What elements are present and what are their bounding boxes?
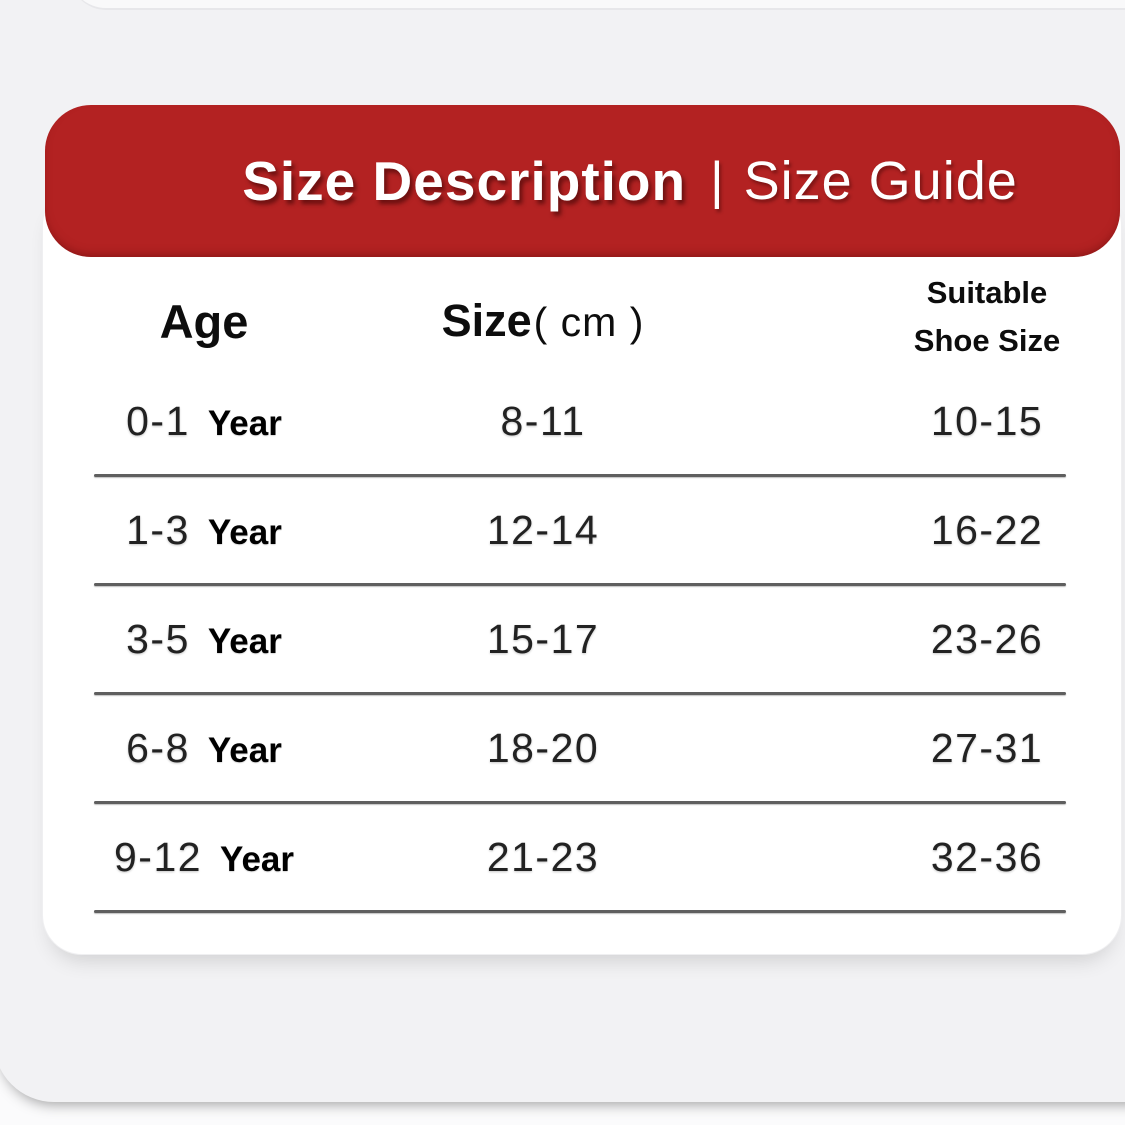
header-shoe-size-text: Suitable Shoe Size (914, 269, 1060, 365)
shoe-cell: 10-15 (721, 398, 1123, 445)
size-cell: 8-11 (365, 398, 721, 445)
header-age: Age (43, 276, 365, 349)
age-range: 3-5 (126, 615, 190, 662)
shoe-cell: 32-36 (721, 834, 1123, 881)
row-divider (94, 910, 1066, 913)
size-value: 18-20 (486, 724, 600, 771)
header-age-label: Age (159, 294, 249, 348)
age-cell: 9-12 Year (43, 834, 365, 881)
size-guide-banner: Size Description | Size Guide (45, 105, 1120, 257)
row-divider (94, 692, 1066, 695)
header-size: Size( cm ) (365, 277, 721, 347)
row-divider (94, 474, 1066, 477)
size-value: 15-17 (486, 615, 600, 662)
row-divider (94, 801, 1066, 804)
shoe-value: 16-22 (930, 506, 1044, 553)
age-unit: Year (207, 403, 282, 443)
table-row: 1-3 Year 12-14 16-22 (43, 477, 1123, 583)
table-row: 0-1 Year 8-11 10-15 (43, 368, 1123, 474)
size-value: 21-23 (486, 833, 600, 880)
size-cell: 18-20 (365, 725, 721, 772)
size-cell: 21-23 (365, 834, 721, 881)
shoe-cell: 16-22 (721, 507, 1123, 554)
table-row: 3-5 Year 15-17 23-26 (43, 586, 1123, 692)
size-value: 8-11 (500, 397, 586, 444)
size-table-card: Age Size( cm ) Suitable Shoe Size 0-1 Ye… (42, 185, 1122, 955)
age-range: 9-12 (113, 833, 203, 880)
age-cell: 0-1 Year (43, 398, 365, 445)
shoe-value: 32-36 (930, 833, 1044, 880)
size-value: 12-14 (486, 506, 600, 553)
age-range: 0-1 (126, 397, 190, 444)
row-divider (94, 583, 1066, 586)
banner-title-right: Size Guide (743, 151, 1018, 211)
table-row: 9-12 Year 21-23 32-36 (43, 804, 1123, 910)
shoe-value: 27-31 (930, 724, 1044, 771)
header-shoe-size: Suitable Shoe Size (721, 259, 1123, 365)
header-size-unit: ( cm ) (533, 299, 645, 345)
age-unit: Year (220, 839, 295, 879)
table-row: 6-8 Year 18-20 27-31 (43, 695, 1123, 801)
shoe-cell: 27-31 (721, 725, 1123, 772)
size-table: Age Size( cm ) Suitable Shoe Size 0-1 Ye… (43, 256, 1123, 913)
age-unit: Year (207, 730, 282, 770)
banner-separator: | (710, 152, 724, 210)
age-cell: 1-3 Year (43, 507, 365, 554)
age-range: 1-3 (126, 506, 190, 553)
table-header-row: Age Size( cm ) Suitable Shoe Size (43, 256, 1123, 368)
size-cell: 12-14 (365, 507, 721, 554)
age-cell: 3-5 Year (43, 616, 365, 663)
header-shoe-line1: Suitable (926, 274, 1048, 310)
banner-title-left: Size Description (242, 150, 687, 212)
age-range: 6-8 (126, 724, 190, 771)
age-unit: Year (207, 512, 282, 552)
shoe-cell: 23-26 (721, 616, 1123, 663)
header-size-label: Size (441, 295, 532, 346)
header-shoe-line2: Shoe Size (913, 323, 1061, 358)
previous-section-edge (70, 0, 1125, 10)
shoe-value: 10-15 (930, 397, 1044, 444)
shoe-value: 23-26 (930, 615, 1044, 662)
age-cell: 6-8 Year (43, 725, 365, 772)
age-unit: Year (207, 621, 282, 661)
size-cell: 15-17 (365, 616, 721, 663)
